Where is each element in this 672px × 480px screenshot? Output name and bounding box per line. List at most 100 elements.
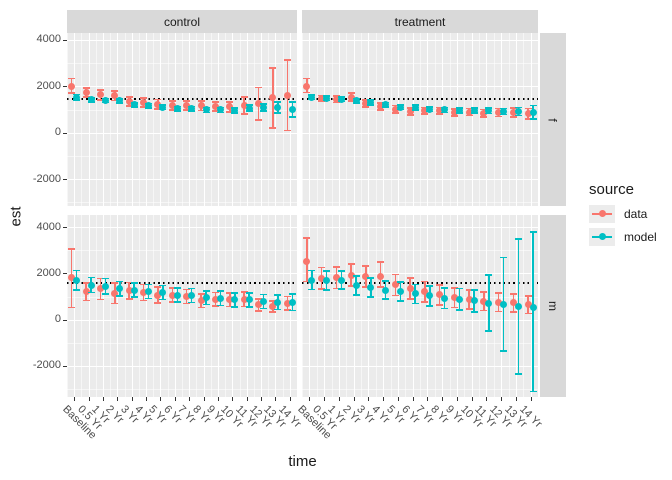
errorbar-cap-model — [173, 287, 181, 289]
point-data — [154, 291, 162, 299]
x-tick-mark — [102, 397, 104, 401]
errorbar-cap-data — [255, 118, 263, 121]
x-tick-mark — [203, 397, 205, 401]
facet-strip-treatment-label: treatment — [394, 14, 446, 29]
errorbar-cap-model — [202, 303, 210, 306]
y-tick-mark — [63, 273, 67, 275]
errorbar-cap-model — [337, 270, 345, 273]
gridline-v-minor — [493, 33, 495, 206]
y-tick-mark — [63, 319, 67, 321]
errorbar-cap-data — [255, 298, 263, 300]
errorbar-cap-data — [436, 284, 444, 286]
errorbar-cap-data — [362, 286, 370, 289]
gridline-v-major — [309, 33, 311, 206]
point-data — [406, 284, 414, 292]
errorbar-cap-data — [406, 107, 414, 109]
point-model — [216, 106, 224, 114]
point-data — [347, 271, 355, 279]
errorbar-cap-data — [68, 248, 76, 250]
point-model — [73, 93, 81, 101]
y-tick-label: -2000 — [32, 172, 61, 185]
y-tick-label: 0 — [54, 313, 61, 326]
errorbar-cap-model — [231, 306, 239, 308]
errorbar-cap-data — [436, 304, 444, 306]
errorbar-cap-model — [441, 287, 449, 289]
errorbar-cap-data — [509, 293, 517, 295]
errorbar-cap-model — [202, 289, 210, 292]
gridline-v-minor — [331, 215, 333, 397]
x-tick-mark — [338, 397, 340, 401]
x-tick-mark — [160, 397, 162, 401]
point-data — [197, 297, 205, 305]
facet-strip-control-label: control — [163, 14, 201, 29]
facet-strip-m-label: m — [546, 301, 560, 311]
errorbar-cap-data — [495, 115, 503, 118]
gridline-v-major — [74, 215, 76, 397]
point-model — [173, 291, 181, 299]
gridline-v-minor — [523, 33, 525, 206]
point-data — [255, 100, 263, 108]
errorbar-cap-data — [347, 263, 355, 265]
gridline-v-major — [275, 33, 277, 206]
point-model — [188, 292, 196, 300]
x-tick-mark — [217, 397, 219, 401]
gridline-v-minor — [405, 33, 407, 206]
panel-treatment-f — [302, 33, 538, 206]
errorbar-cap-data — [140, 299, 148, 302]
point-model — [173, 105, 181, 113]
point-model — [382, 101, 390, 109]
point-model — [455, 107, 463, 115]
errorbar-cap-data — [82, 87, 90, 89]
point-model — [308, 276, 316, 284]
errorbar-cap-data — [283, 309, 291, 311]
errorbar-cap-data — [347, 100, 355, 102]
gridline-v-major — [442, 33, 444, 206]
errorbar-cap-data — [226, 111, 234, 113]
errorbar-cap-data — [347, 92, 355, 95]
y-tick-label: 4000 — [36, 220, 61, 233]
x-tick-mark — [530, 397, 532, 401]
errorbar-cap-model — [470, 311, 478, 313]
errorbar-cap-data — [509, 115, 517, 118]
errorbar-cap-data — [406, 277, 414, 279]
gridline-v-minor — [493, 215, 495, 397]
point-data — [406, 107, 414, 115]
point-model — [231, 296, 239, 304]
gridline-v-minor — [346, 33, 348, 206]
facet-strip-f-label: f — [546, 117, 560, 122]
errorbar-cap-data — [509, 107, 517, 109]
errorbar-cap-model — [396, 300, 404, 302]
point-data — [183, 101, 191, 109]
point-model — [441, 106, 449, 114]
gridline-v-major — [189, 33, 191, 206]
errorbar-cap-data — [436, 113, 444, 115]
point-model — [485, 299, 493, 307]
errorbar-cap-model — [245, 306, 253, 308]
x-tick-mark — [412, 397, 414, 401]
errorbar-cap-data — [465, 308, 473, 310]
point-data — [96, 285, 104, 293]
errorbar-cap-data — [111, 302, 119, 305]
gridline-v-minor — [449, 33, 451, 206]
errorbar-cap-data — [480, 309, 488, 312]
gridline-v-minor — [124, 215, 126, 397]
point-model — [116, 97, 124, 105]
point-model — [470, 107, 478, 115]
errorbar-cap-data — [524, 295, 532, 297]
errorbar-cap-model — [470, 288, 478, 291]
point-model — [352, 282, 360, 290]
point-data — [495, 298, 503, 306]
errorbar-cap-data — [168, 109, 176, 111]
y-tick-label: 2000 — [36, 79, 61, 92]
reference-line-f — [67, 97, 297, 100]
errorbar-cap-data — [140, 97, 148, 99]
gridline-v-minor — [375, 33, 377, 206]
errorbar-cap-model — [260, 307, 268, 310]
point-model — [87, 96, 95, 104]
point-data — [168, 291, 176, 299]
gridline-v-minor — [420, 215, 421, 397]
errorbar-cap-model — [274, 308, 282, 311]
point-data — [111, 289, 119, 297]
point-data — [391, 105, 399, 113]
errorbar-cap-model — [500, 256, 508, 259]
